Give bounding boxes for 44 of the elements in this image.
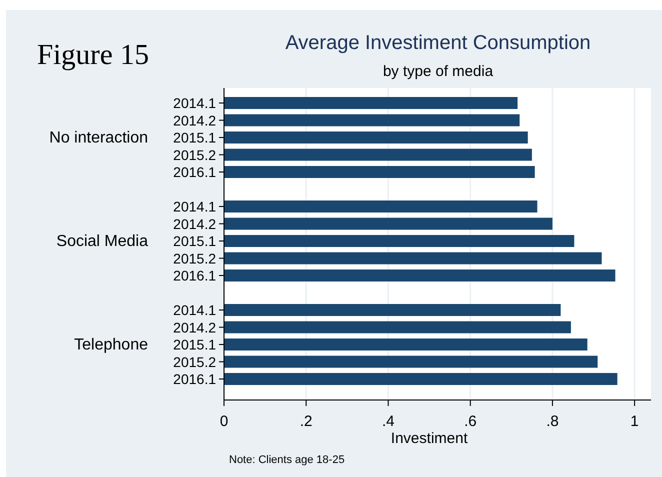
y-tick-label: 2014.1 xyxy=(173,198,216,214)
bar xyxy=(224,304,561,316)
y-tick-label: 2014.2 xyxy=(173,216,216,232)
x-tick-label: .2 xyxy=(300,413,312,430)
text: Social Media xyxy=(56,233,148,250)
bar xyxy=(224,373,618,385)
y-tick-label: 2014.2 xyxy=(173,112,216,128)
y-tick-label: 2016.1 xyxy=(173,371,216,387)
text: Note: Clients age 18-25 xyxy=(229,454,345,466)
x-tick-label: .6 xyxy=(464,413,477,430)
x-tick-label: 0 xyxy=(220,413,228,430)
y-tick-label: 2015.2 xyxy=(173,146,216,163)
bar xyxy=(224,321,571,334)
chart-subtitle: by type of media xyxy=(382,63,494,80)
text: No interaction xyxy=(49,130,148,146)
bar xyxy=(224,270,616,282)
bar xyxy=(224,218,552,230)
y-tick-label: 2014.2 xyxy=(173,319,216,336)
x-tick-label: 1 xyxy=(630,413,639,430)
y-tick-label: 2016.1 xyxy=(173,268,216,284)
bar xyxy=(224,166,535,178)
y-tick-label: 2014.1 xyxy=(173,302,216,318)
y-tick-label: 2016.1 xyxy=(173,164,216,180)
y-tick-label: 2014.1 xyxy=(173,95,216,111)
bar xyxy=(224,235,574,247)
bar xyxy=(224,356,598,368)
bar xyxy=(224,252,602,264)
text: Telephone xyxy=(74,336,148,354)
y-tick-label: 2015.2 xyxy=(173,354,216,370)
caption: Figure 15 xyxy=(37,39,149,71)
y-tick-label: 2015.2 xyxy=(173,250,216,266)
x-axis-title: Investiment xyxy=(390,430,468,447)
bar xyxy=(224,97,518,109)
bar xyxy=(224,148,532,161)
y-tick-label: 2015.1 xyxy=(173,233,216,249)
chart-title: Average Investiment Consumption xyxy=(285,32,591,54)
bar xyxy=(224,200,538,212)
x-tick-label: .8 xyxy=(546,413,559,430)
y-tick-label: 2015.1 xyxy=(173,130,216,146)
x-tick-label: .4 xyxy=(382,413,394,430)
y-tick-label: 2015.1 xyxy=(173,336,216,352)
bar xyxy=(224,338,588,350)
bar xyxy=(224,132,528,144)
bar xyxy=(224,114,520,126)
